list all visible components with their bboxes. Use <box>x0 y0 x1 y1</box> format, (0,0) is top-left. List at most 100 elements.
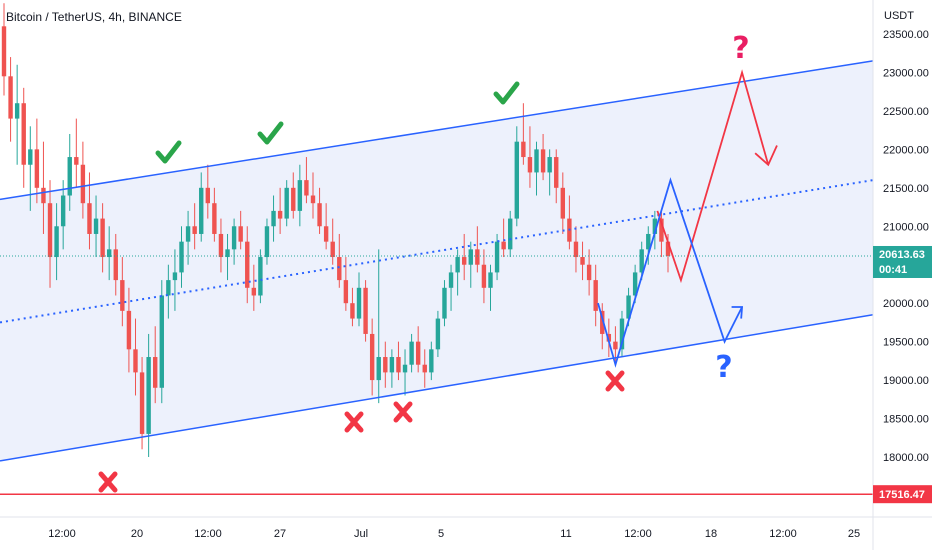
candle-body <box>521 141 526 158</box>
candle-body <box>356 287 362 319</box>
last-price-value: 20613.63 <box>879 249 925 261</box>
candle-body <box>179 241 184 273</box>
y-tick-label: 23500.00 <box>883 29 929 41</box>
x-tick-label: 20 <box>131 528 143 540</box>
candle-body <box>554 157 559 188</box>
y-tick-label: 21000.00 <box>883 221 929 233</box>
support-value: 17516.47 <box>879 489 925 501</box>
candle-body <box>560 187 566 219</box>
candle-body <box>402 364 408 373</box>
cross-stroke <box>605 370 625 392</box>
y-tick-label: 22000.00 <box>883 144 929 156</box>
candle-body <box>251 287 257 296</box>
candle-body <box>461 257 467 265</box>
candle-countdown: 00:41 <box>879 264 907 276</box>
candle-body <box>310 195 316 204</box>
candle-body <box>60 195 66 227</box>
candle-body <box>8 76 13 119</box>
x-tick-label: 12:00 <box>624 528 652 540</box>
candle-body <box>639 249 644 273</box>
cross-icon <box>393 401 413 423</box>
cross-icon <box>98 471 118 493</box>
x-tick-label: 11 <box>560 528 571 540</box>
candle-body <box>218 233 224 258</box>
candle-body <box>120 280 125 311</box>
candle-body <box>337 257 342 281</box>
candle-body <box>343 280 349 304</box>
y-tick-label: 23000.00 <box>883 67 929 79</box>
candle-body <box>448 272 454 288</box>
candle-body <box>389 357 395 373</box>
candle-body <box>363 287 368 334</box>
candle-body <box>87 203 92 234</box>
support-tag-bg <box>873 485 932 504</box>
candle-body <box>514 141 519 219</box>
candle-body <box>126 310 132 350</box>
cross-icon <box>344 411 364 433</box>
y-tick-label: 22500.00 <box>883 106 929 118</box>
candle-body <box>652 218 658 234</box>
x-tick-label: 27 <box>274 528 286 540</box>
candle-body <box>508 218 513 250</box>
candle-body <box>435 318 441 350</box>
y-tick-label: 21500.00 <box>883 183 929 195</box>
x-tick-label: 18 <box>705 528 717 540</box>
y-tick-label: 18500.00 <box>883 414 929 426</box>
x-tick-label: 5 <box>438 528 444 540</box>
candle-body <box>547 157 552 173</box>
candle-body <box>47 203 53 258</box>
candle-body <box>613 341 618 350</box>
candle-body <box>580 257 585 265</box>
currency-label: USDT <box>884 10 914 22</box>
candle-body <box>422 364 427 373</box>
candle-body <box>271 210 276 227</box>
last-price-tag: 20613.63 00:41 <box>873 245 932 278</box>
candle-body <box>225 249 230 258</box>
candle-body <box>264 226 270 258</box>
candle-body <box>646 233 651 250</box>
x-tick-label: 12:00 <box>48 528 76 540</box>
candle-body <box>600 310 605 334</box>
check-icon <box>155 140 182 164</box>
candle-body <box>501 241 506 250</box>
question-mark-icon: ? <box>715 350 732 385</box>
candle-body <box>376 357 381 381</box>
candle-body <box>593 280 598 311</box>
channel-fill <box>0 60 873 461</box>
candle-body <box>106 249 112 258</box>
candle-body <box>586 264 592 281</box>
candle-body <box>41 187 46 204</box>
channel-lower-line <box>0 313 874 462</box>
candle-body <box>396 357 401 373</box>
candle-body <box>540 149 546 173</box>
candle-body <box>100 218 105 258</box>
blue-projection-path <box>597 177 743 368</box>
candle-body <box>172 272 178 281</box>
candle-body <box>34 149 40 188</box>
support-price-tag: 17516.47 <box>873 485 932 504</box>
candle-body <box>350 303 355 319</box>
candle-body <box>606 333 612 342</box>
price-tag-bg <box>873 245 932 278</box>
candle-body <box>28 149 33 165</box>
candle-body <box>159 295 164 388</box>
candle-body <box>21 103 26 165</box>
candle-body <box>383 357 388 373</box>
candle-body <box>14 103 20 119</box>
cross-stroke <box>344 411 364 433</box>
candle-body <box>494 241 500 273</box>
candle-body <box>619 318 625 350</box>
candle-body <box>475 249 480 265</box>
y-tick-label: 18000.00 <box>883 452 929 464</box>
candle-body <box>297 180 303 211</box>
candle-body <box>277 210 283 219</box>
y-tick-label: 20000.00 <box>883 298 929 310</box>
candle-body <box>258 257 263 296</box>
candle-body <box>481 264 487 288</box>
x-tick-label: Jul <box>354 528 368 540</box>
candle-body <box>54 226 59 258</box>
candle-body <box>153 357 158 388</box>
candle-body <box>133 349 138 373</box>
